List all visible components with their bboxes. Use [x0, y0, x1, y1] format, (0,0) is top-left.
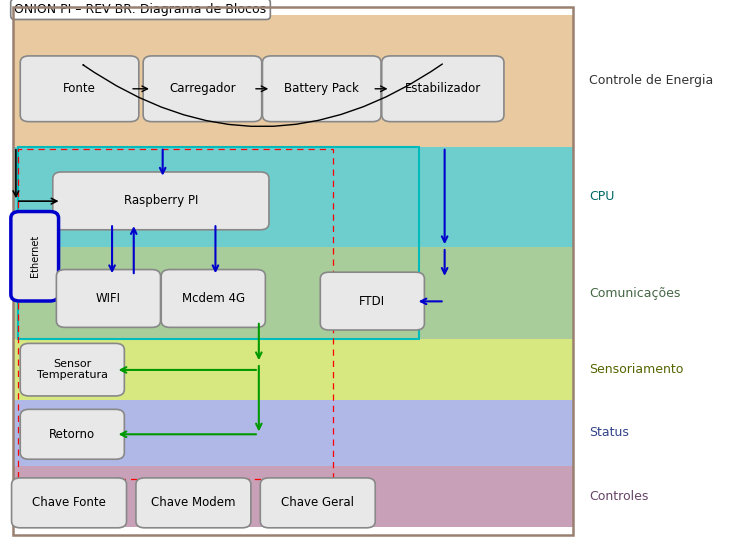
Text: Carregador: Carregador [169, 82, 236, 95]
Text: Chave Modem: Chave Modem [151, 496, 236, 510]
FancyBboxPatch shape [56, 269, 161, 327]
FancyBboxPatch shape [320, 272, 425, 330]
FancyBboxPatch shape [12, 478, 127, 528]
Text: Chave Geral: Chave Geral [282, 496, 354, 510]
FancyBboxPatch shape [20, 410, 124, 459]
FancyBboxPatch shape [143, 56, 262, 122]
Text: Chave Fonte: Chave Fonte [32, 496, 106, 510]
FancyBboxPatch shape [13, 15, 574, 147]
Text: Controles: Controles [589, 490, 648, 503]
Text: Raspberry PI: Raspberry PI [124, 194, 198, 207]
Text: Comunicações: Comunicações [589, 287, 681, 300]
FancyBboxPatch shape [260, 478, 375, 528]
Text: Status: Status [589, 426, 629, 439]
FancyBboxPatch shape [13, 466, 574, 526]
FancyBboxPatch shape [136, 478, 251, 528]
Text: Ethernet: Ethernet [30, 235, 40, 278]
FancyBboxPatch shape [20, 56, 139, 122]
FancyBboxPatch shape [382, 56, 504, 122]
FancyBboxPatch shape [262, 56, 381, 122]
Text: Retorno: Retorno [49, 428, 96, 441]
Text: Mcdem 4G: Mcdem 4G [182, 292, 245, 305]
FancyBboxPatch shape [11, 212, 59, 301]
Text: Sensor
Temperatura: Sensor Temperatura [37, 359, 107, 380]
FancyBboxPatch shape [13, 339, 574, 400]
FancyBboxPatch shape [53, 172, 269, 230]
Text: CPU: CPU [589, 190, 614, 203]
FancyBboxPatch shape [20, 344, 124, 396]
FancyBboxPatch shape [13, 147, 574, 247]
Text: Battery Pack: Battery Pack [285, 82, 359, 95]
Text: Estabilizador: Estabilizador [405, 82, 481, 95]
Text: ONION PI – REV BR: Diagrama de Blocos: ONION PI – REV BR: Diagrama de Blocos [15, 3, 267, 16]
FancyBboxPatch shape [13, 247, 574, 339]
FancyBboxPatch shape [13, 400, 574, 466]
FancyBboxPatch shape [162, 269, 265, 327]
Text: Fonte: Fonte [63, 82, 96, 95]
Text: Controle de Energia: Controle de Energia [589, 74, 714, 88]
Text: WIFI: WIFI [96, 292, 121, 305]
Text: Sensoriamento: Sensoriamento [589, 363, 684, 376]
FancyArrowPatch shape [83, 64, 442, 127]
Text: FTDI: FTDI [359, 295, 385, 308]
